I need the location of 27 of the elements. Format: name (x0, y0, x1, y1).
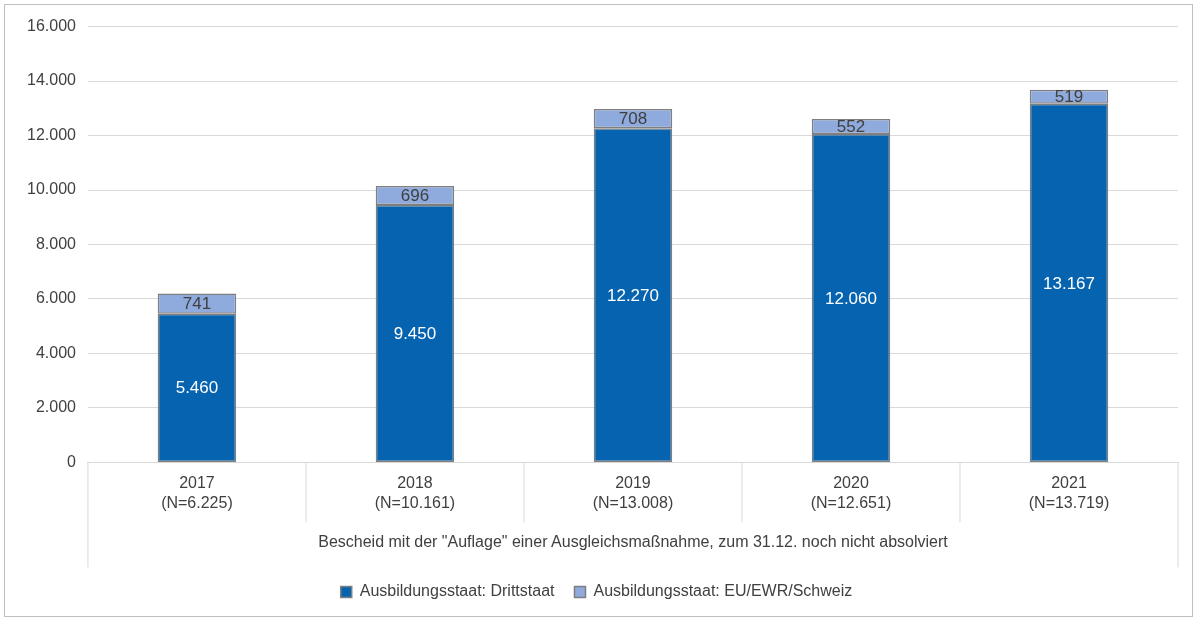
y-tick-label: 4.000 (35, 343, 77, 361)
data-label: 5.460 (175, 378, 219, 398)
x-tick-label: 2021 (N=13.719) (1028, 474, 1110, 511)
x-tick-label: 2017 (N=6.225) (161, 474, 233, 511)
x-tick-label: 2020 (N=12.651) (810, 474, 892, 511)
y-tick-label: 10.000 (27, 180, 77, 198)
data-label: 12.060 (824, 288, 877, 308)
data-label: 519 (1054, 87, 1084, 107)
y-tick-label: 6.000 (35, 289, 77, 307)
y-tick-label: 16.000 (27, 17, 77, 35)
x-tick-label: 2018 (N=10.161) (374, 474, 456, 511)
y-tick-label: 2.000 (35, 398, 77, 416)
data-label: 708 (618, 109, 648, 129)
y-tick-label: 12.000 (27, 125, 77, 143)
x-axis-title: Bescheid mit der "Auflage" einer Ausgleichsmaßnahme, zum 31.12. noch nicht absolviert (318, 532, 949, 550)
legend-label: Ausbildungsstaat: Drittstaat (359, 582, 556, 600)
y-tick-label: 8.000 (35, 234, 77, 252)
legend-label: Ausbildungsstaat: EU/EWR/Schweiz (593, 582, 853, 600)
y-tick-label: 0 (67, 452, 77, 470)
data-label: 9.450 (393, 324, 437, 344)
data-label: 696 (400, 186, 430, 206)
data-label: 741 (182, 294, 212, 314)
y-tick-label: 14.000 (27, 71, 77, 89)
data-label: 552 (836, 117, 866, 137)
data-label: 13.167 (1042, 273, 1095, 293)
x-tick-label: 2019 (N=13.008) (592, 474, 674, 511)
data-label: 12.270 (606, 285, 659, 305)
